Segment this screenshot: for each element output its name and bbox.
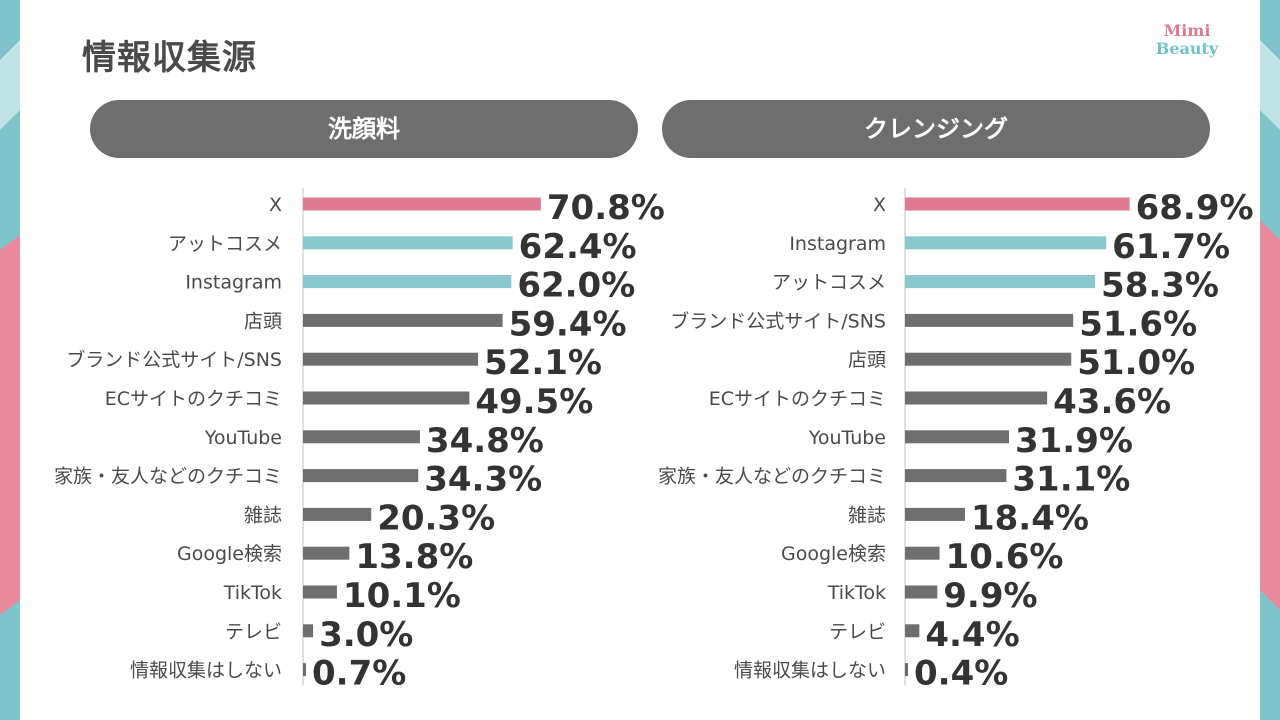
- category-label: Instagram: [185, 272, 282, 294]
- value-label: 10.1%: [343, 576, 461, 616]
- value-label: 43.6%: [1053, 382, 1171, 422]
- category-label: テレビ: [829, 621, 886, 643]
- logo-line2: Beauty: [1155, 39, 1219, 58]
- value-label: 34.8%: [426, 421, 544, 461]
- chart-cleansing: X 68.9% Instagram 61.7% アットコスメ 58.3% ブランド公式サイト…: [658, 188, 1254, 694]
- value-label: 52.1%: [484, 343, 602, 383]
- value-label: 4.4%: [925, 615, 1019, 655]
- category-label: 情報収集はしない: [130, 660, 282, 682]
- value-label: 10.6%: [946, 537, 1064, 577]
- value-label: 0.4%: [914, 654, 1008, 694]
- chart-face-wash: X 70.8% アットコスメ 62.4% Instagram 62.0% 店頭 59.4% ブラ…: [54, 188, 665, 694]
- bar: [905, 275, 1096, 289]
- category-label: X: [269, 194, 282, 216]
- bar: [303, 624, 314, 638]
- value-label: 18.4%: [971, 498, 1089, 538]
- value-label: 31.9%: [1015, 421, 1133, 461]
- bar: [905, 546, 940, 560]
- value-label: 62.0%: [517, 266, 635, 306]
- category-label: ECサイトのクチコミ: [709, 388, 886, 410]
- category-label: アットコスメ: [168, 233, 282, 255]
- category-label: 店頭: [244, 310, 282, 332]
- bar: [303, 275, 512, 289]
- category-label: アットコスメ: [772, 272, 886, 294]
- logo-line1: Mimi: [1163, 21, 1211, 40]
- bar: [905, 236, 1107, 250]
- value-label: 13.8%: [355, 537, 473, 577]
- bar: [905, 430, 1009, 444]
- category-label: ブランド公式サイト/SNS: [66, 348, 282, 371]
- bar: [303, 469, 419, 483]
- bar: [303, 197, 541, 211]
- bar: [905, 313, 1074, 327]
- value-label: 0.7%: [312, 654, 406, 694]
- right-light-band: [1260, 40, 1280, 130]
- value-label: 68.9%: [1136, 188, 1254, 228]
- category-label: ブランド公式サイト/SNS: [670, 309, 886, 332]
- bar: [303, 430, 420, 444]
- brand-logo: Mimi Beauty: [1152, 22, 1222, 58]
- bar: [303, 663, 306, 677]
- bar: [905, 507, 965, 521]
- bar: [905, 624, 920, 638]
- value-label: 9.9%: [943, 576, 1037, 616]
- category-label: 雑誌: [848, 504, 886, 526]
- value-label: 59.4%: [509, 304, 627, 344]
- left-pink-band: [0, 235, 20, 615]
- chart-title-face-wash: 洗顔料: [90, 100, 638, 158]
- value-label: 3.0%: [319, 615, 413, 655]
- category-label: 店頭: [848, 349, 886, 371]
- page-title: 情報収集源: [82, 38, 257, 78]
- value-label: 70.8%: [547, 188, 665, 228]
- chart-title-cleansing: クレンジング: [662, 100, 1210, 158]
- category-label: TikTok: [223, 582, 282, 604]
- value-label: 58.3%: [1101, 266, 1219, 306]
- value-label: 49.5%: [475, 382, 593, 422]
- category-label: 家族・友人などのクチコミ: [54, 466, 282, 488]
- bar: [905, 352, 1072, 366]
- value-label: 62.4%: [519, 227, 637, 267]
- bar: [303, 507, 372, 521]
- category-label: TikTok: [827, 582, 886, 604]
- bar: [905, 469, 1007, 483]
- value-label: 61.7%: [1112, 227, 1230, 267]
- bar: [303, 585, 337, 599]
- right-pink-band: [1260, 220, 1280, 610]
- category-label: YouTube: [808, 427, 886, 449]
- bar: [905, 391, 1048, 405]
- category-label: Google検索: [781, 543, 886, 565]
- category-label: ECサイトのクチコミ: [105, 388, 282, 410]
- category-label: X: [873, 194, 886, 216]
- category-label: テレビ: [225, 621, 282, 643]
- bar: [905, 663, 908, 677]
- value-label: 34.3%: [424, 460, 542, 500]
- bar: [905, 585, 938, 599]
- bar: [303, 391, 470, 405]
- bar: [303, 352, 479, 366]
- category-label: 情報収集はしない: [734, 660, 886, 682]
- category-label: 雑誌: [244, 504, 282, 526]
- category-label: Google検索: [177, 543, 282, 565]
- category-label: 家族・友人などのクチコミ: [658, 466, 886, 488]
- category-label: Instagram: [789, 233, 886, 255]
- left-light-band: [0, 40, 20, 130]
- value-label: 31.1%: [1012, 460, 1130, 500]
- bar: [303, 236, 513, 250]
- bar: [905, 197, 1130, 211]
- value-label: 51.0%: [1077, 343, 1195, 383]
- category-label: YouTube: [204, 427, 282, 449]
- value-label: 51.6%: [1079, 304, 1197, 344]
- bar: [303, 546, 350, 560]
- bar: [303, 313, 503, 327]
- value-label: 20.3%: [377, 498, 495, 538]
